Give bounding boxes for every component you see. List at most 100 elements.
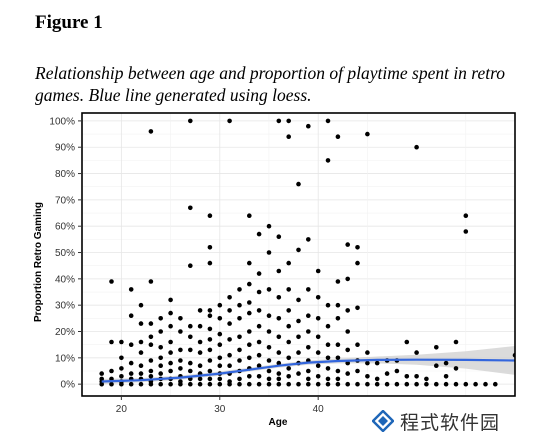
data-point (355, 381, 360, 387)
data-point (158, 329, 163, 334)
data-point (158, 316, 163, 321)
data-point (325, 118, 331, 124)
data-point (119, 355, 124, 361)
data-point (217, 316, 223, 321)
data-point (266, 329, 272, 334)
data-point (493, 381, 498, 387)
data-point (237, 316, 242, 321)
data-point (325, 342, 331, 348)
data-point (266, 345, 272, 350)
data-point (296, 371, 301, 376)
data-point (345, 381, 351, 387)
data-point (335, 302, 341, 308)
data-point (168, 310, 173, 316)
data-point (138, 350, 144, 355)
data-point (99, 371, 104, 376)
data-point (158, 381, 163, 387)
data-point (119, 366, 124, 371)
data-point (325, 366, 331, 371)
data-point (148, 334, 154, 340)
data-point (197, 339, 203, 345)
data-point (355, 342, 360, 348)
data-point (178, 347, 183, 353)
y-tick-label: 80% (55, 169, 75, 180)
data-point (325, 381, 331, 387)
data-point (365, 350, 370, 355)
data-point (207, 308, 213, 313)
data-point (247, 329, 252, 334)
data-point (188, 263, 193, 269)
figure-caption: Relationship between age and proportion … (35, 63, 506, 105)
data-point (168, 323, 173, 329)
data-point (374, 360, 380, 366)
data-point (374, 376, 380, 382)
data-point (207, 347, 213, 353)
data-point (286, 323, 292, 329)
data-point (276, 316, 282, 321)
data-point (256, 308, 262, 313)
data-point (315, 268, 321, 274)
data-point (276, 376, 282, 382)
data-point (306, 313, 311, 319)
data-point (227, 118, 232, 124)
data-point (237, 302, 242, 308)
y-tick-label: 100% (49, 116, 75, 127)
data-point (178, 381, 183, 387)
data-point (237, 376, 242, 382)
data-point (473, 381, 478, 387)
data-point (296, 334, 301, 340)
data-point (256, 374, 262, 379)
loess-line-layer (101, 358, 515, 383)
data-point (542, 382, 547, 387)
data-point (138, 371, 144, 376)
data-point (365, 374, 370, 379)
data-point (128, 342, 134, 348)
data-point (188, 205, 193, 211)
data-point (168, 381, 173, 387)
data-point (256, 363, 262, 369)
data-point (315, 350, 321, 355)
data-point (227, 381, 232, 387)
data-point (168, 350, 173, 355)
data-point (286, 308, 292, 313)
data-point (158, 345, 163, 350)
data-point (148, 368, 154, 374)
data-point (247, 260, 252, 266)
data-point (119, 374, 124, 379)
data-point (119, 381, 124, 387)
y-tick-label: 90% (55, 143, 75, 154)
data-point (178, 329, 183, 334)
data-point (394, 368, 400, 374)
data-point (266, 358, 272, 363)
data-point (217, 381, 223, 387)
x-tick-label: 20 (116, 404, 128, 415)
data-point (138, 363, 144, 369)
data-point (109, 339, 114, 345)
data-point (207, 313, 213, 319)
data-point (345, 329, 351, 334)
data-point (315, 374, 321, 379)
data-point (227, 321, 232, 326)
data-point (266, 381, 272, 387)
data-point (237, 287, 242, 292)
data-point (325, 355, 331, 361)
x-axis-ticks: 20 30 40 (116, 396, 324, 415)
data-point (315, 295, 321, 300)
data-point (404, 339, 410, 345)
data-point (158, 355, 163, 361)
data-point (217, 363, 223, 369)
x-axis-title: Age (269, 417, 288, 428)
data-point (148, 374, 154, 379)
data-point (109, 279, 114, 284)
data-point (207, 260, 213, 266)
data-point (168, 360, 173, 366)
data-point (128, 371, 134, 376)
data-point (315, 381, 321, 387)
data-point (414, 374, 419, 379)
data-point (306, 368, 311, 374)
data-point (148, 381, 154, 387)
data-point (197, 308, 203, 313)
data-point (296, 350, 301, 355)
data-point (414, 350, 419, 355)
data-point (247, 381, 252, 387)
